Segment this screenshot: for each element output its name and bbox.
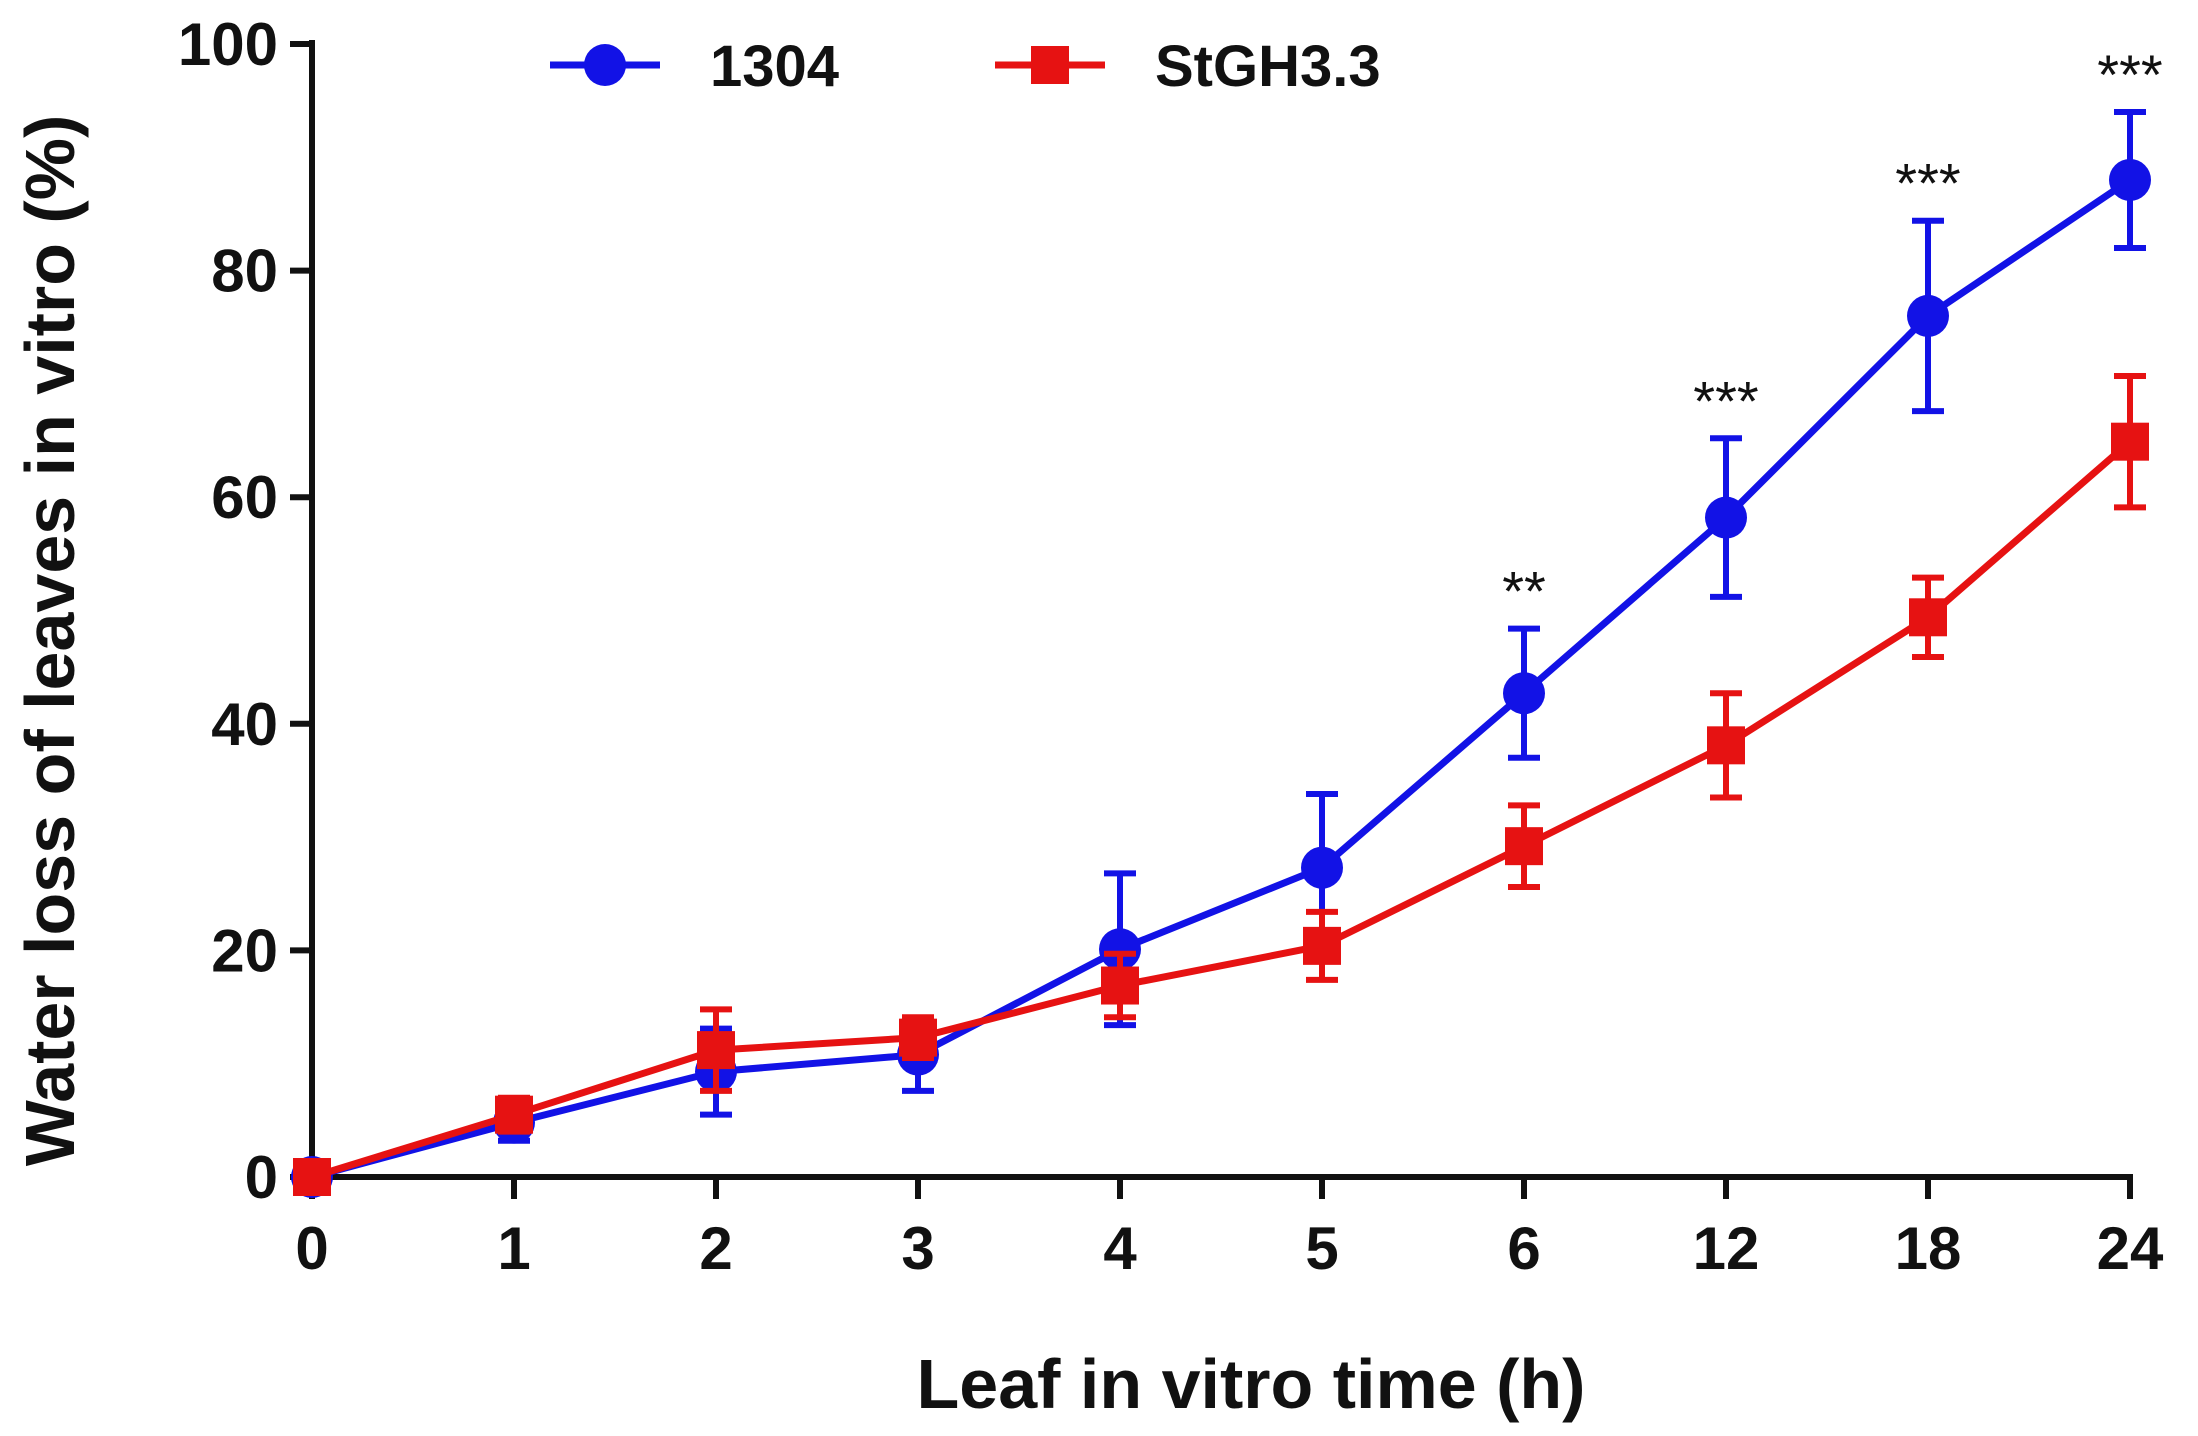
data-point <box>1503 672 1545 715</box>
y-tick-label: 40 <box>211 691 278 758</box>
data-point <box>697 1031 735 1070</box>
x-tick-label: 4 <box>1103 1215 1137 1282</box>
data-point <box>293 1158 331 1196</box>
data-point <box>1301 846 1343 889</box>
y-tick-label: 80 <box>211 238 278 305</box>
data-point <box>1303 926 1341 965</box>
legend-marker <box>584 44 626 86</box>
legend-label: StGH3.3 <box>1155 34 1381 99</box>
series-layer <box>291 108 2151 1198</box>
legend-label: 1304 <box>710 34 839 99</box>
significance-annotations: *********** <box>1502 43 2162 623</box>
x-tick-label: 0 <box>295 1215 328 1282</box>
y-axis-title: Water loss of leaves in vitro (%) <box>11 115 89 1167</box>
data-point <box>2109 158 2151 201</box>
data-point <box>495 1095 533 1134</box>
x-tick-label: 1 <box>497 1215 530 1282</box>
significance-label: ** <box>1502 560 1546 623</box>
significance-label: *** <box>1895 152 1960 215</box>
data-point <box>899 1018 937 1057</box>
data-point <box>1099 928 1141 971</box>
significance-label: *** <box>1693 369 1758 432</box>
y-tick-label: 20 <box>211 917 278 984</box>
legend-marker <box>1031 46 1069 84</box>
legend-item: 1304 <box>550 34 839 99</box>
y-tick-label: 60 <box>211 464 278 531</box>
data-point <box>1909 598 1947 637</box>
x-tick-label: 2 <box>699 1215 732 1282</box>
x-tick-label: 12 <box>1693 1215 1760 1282</box>
data-point <box>1707 726 1745 765</box>
x-tick-label: 6 <box>1507 1215 1540 1282</box>
y-tick-label: 0 <box>245 1144 278 1211</box>
significance-label: *** <box>2097 43 2162 106</box>
x-tick-label: 3 <box>901 1215 934 1282</box>
legend: 1304 StGH3.3 <box>550 34 1381 99</box>
data-point <box>2111 422 2149 461</box>
legend-item: StGH3.3 <box>995 34 1381 99</box>
x-axis-title: Leaf in vitro time (h) <box>917 1345 1586 1423</box>
data-point <box>1505 827 1543 866</box>
data-point <box>1907 294 1949 337</box>
x-tick-label: 5 <box>1305 1215 1338 1282</box>
data-point <box>1705 496 1747 539</box>
series-line <box>310 439 2133 1181</box>
x-tick-label: 18 <box>1895 1215 1962 1282</box>
x-tick-label: 24 <box>2097 1215 2164 1282</box>
series-stgh3-3 <box>293 372 2149 1196</box>
series-line <box>311 177 2132 1181</box>
data-point <box>1101 966 1139 1005</box>
y-tick-label: 100 <box>178 11 278 78</box>
